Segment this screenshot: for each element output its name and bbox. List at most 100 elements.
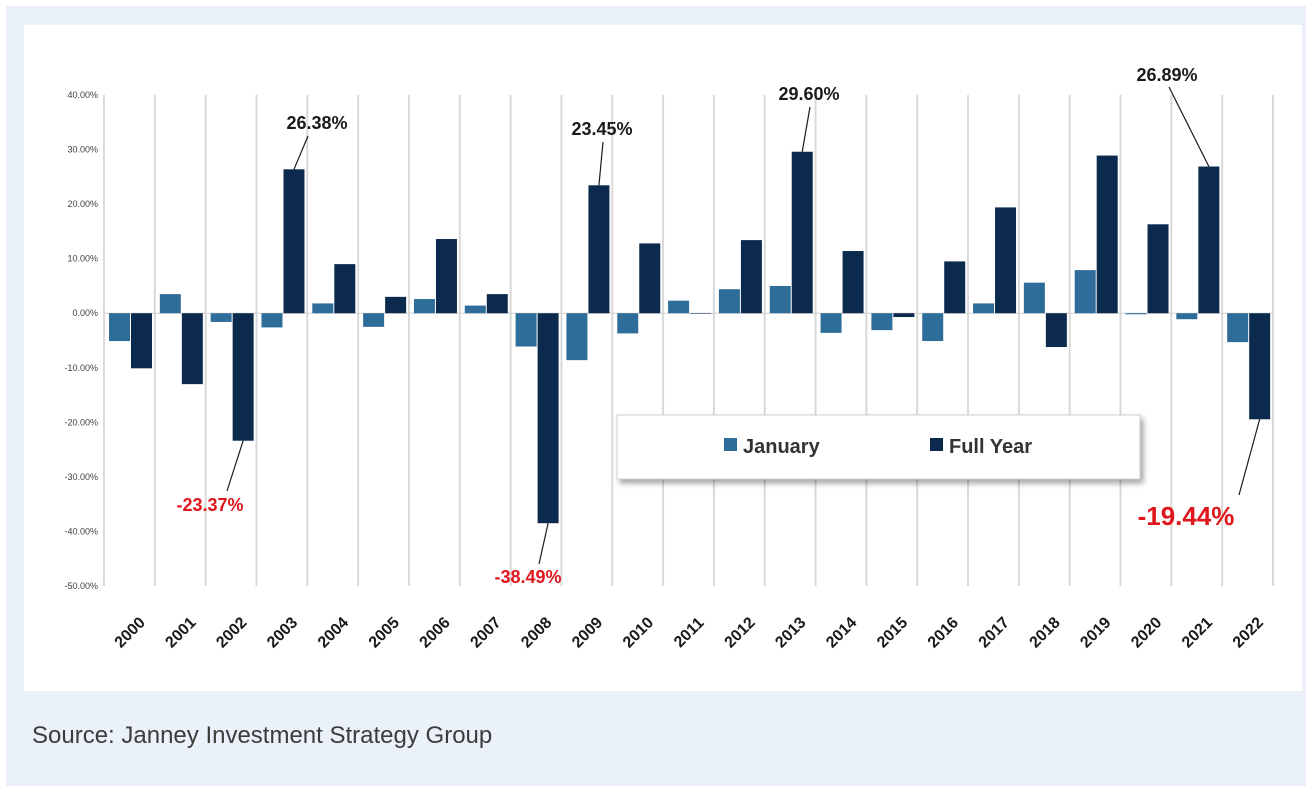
x-tick-label: 2022 <box>1230 614 1267 651</box>
legend-label-january: January <box>743 436 821 458</box>
x-tick-label: 2013 <box>772 614 809 651</box>
y-tick-label: -30.00% <box>64 472 98 482</box>
x-tick-label: 2003 <box>264 614 301 651</box>
x-tick-label: 2021 <box>1179 614 1216 651</box>
bar-full-year-2015 <box>893 313 915 318</box>
bar-january-2017 <box>973 303 995 314</box>
y-tick-label: 40.00% <box>67 90 98 100</box>
bar-full-year-2017 <box>995 207 1017 314</box>
bar-january-2020 <box>1125 313 1147 315</box>
bar-full-year-2005 <box>385 296 407 314</box>
x-tick-label: 2007 <box>467 614 504 651</box>
bar-january-2005 <box>363 313 385 327</box>
x-tick-label: 2017 <box>976 614 1013 651</box>
x-tick-label: 2012 <box>722 614 759 651</box>
legend-label-full-year: Full Year <box>949 436 1032 458</box>
annotation-leader-line <box>226 440 244 492</box>
y-tick-label: -10.00% <box>64 363 98 373</box>
x-tick-label: 2019 <box>1077 614 1114 651</box>
bar-january-2006 <box>413 299 435 314</box>
x-tick-label: 2016 <box>925 614 962 651</box>
y-tick-label: -50.00% <box>64 581 98 591</box>
x-tick-label: 2006 <box>417 614 454 651</box>
bar-full-year-2006 <box>435 239 457 314</box>
legend-swatch-full-year <box>930 438 943 451</box>
bar-full-year-2013 <box>791 151 813 314</box>
bar-full-year-2021 <box>1198 166 1220 314</box>
y-tick-label: -40.00% <box>64 526 98 536</box>
y-tick-label: 10.00% <box>67 254 98 264</box>
source-note: Source: Janney Investment Strategy Group <box>32 722 493 749</box>
x-tick-label: 2010 <box>620 614 657 651</box>
legend: January Full Year <box>616 414 1141 480</box>
bar-january-2018 <box>1023 282 1045 314</box>
bar-january-2019 <box>1074 270 1096 314</box>
bar-full-year-2002 <box>232 313 254 441</box>
bar-full-year-2018 <box>1045 313 1067 348</box>
bar-full-year-2020 <box>1147 224 1169 314</box>
annotation-leader-line <box>538 523 549 565</box>
bar-january-2001 <box>159 294 181 314</box>
bar-january-2003 <box>261 313 283 328</box>
x-tick-label: 2020 <box>1128 614 1165 651</box>
bar-january-2015 <box>871 313 893 331</box>
bar-january-2016 <box>922 313 944 342</box>
data-label-2009: 23.45% <box>571 119 632 139</box>
bar-january-2011 <box>668 300 690 314</box>
bar-full-year-2016 <box>944 261 966 314</box>
data-label-2021: 26.89% <box>1136 65 1197 85</box>
x-tick-label: 2015 <box>874 614 911 651</box>
x-tick-label: 2018 <box>1027 614 1064 651</box>
bar-full-year-2011 <box>690 313 712 314</box>
data-label-2002: -23.37% <box>176 495 243 515</box>
legend-box <box>616 414 1141 480</box>
bar-full-year-2003 <box>283 169 305 314</box>
bar-january-2000 <box>109 313 130 342</box>
x-tick-label: 2000 <box>112 614 149 651</box>
y-tick-label: 0.00% <box>72 308 98 318</box>
y-tick-label: 20.00% <box>67 199 98 209</box>
bar-full-year-2004 <box>334 264 356 314</box>
legend-swatch-january <box>724 438 737 451</box>
chart-panel: 40.00% 30.00% 20.00% 10.00% 0.00% -10.00% -20.… <box>24 25 1302 691</box>
bar-january-2013 <box>769 285 791 314</box>
bar-chart: 40.00% 30.00% 20.00% 10.00% 0.00% -10.00% -20.… <box>64 65 1274 651</box>
bar-full-year-2009 <box>588 185 610 314</box>
bar-full-year-2019 <box>1096 155 1118 314</box>
x-tick-label: 2005 <box>366 614 403 651</box>
bar-full-year-2022 <box>1249 313 1271 420</box>
bar-full-year-2001 <box>181 313 203 385</box>
bars <box>109 151 1271 524</box>
bar-january-2012 <box>718 289 740 314</box>
bar-january-2021 <box>1176 313 1198 320</box>
data-label-2022: -19.44% <box>1138 501 1235 531</box>
chart-container: 40.00% 30.00% 20.00% 10.00% 0.00% -10.00% -20.… <box>6 6 1306 786</box>
bar-january-2010 <box>617 313 639 334</box>
x-axis-labels: 2000 2001 2002 2003 2004 2005 2006 2007 2008 2009… <box>112 614 1267 651</box>
annotation-leader-line <box>801 106 811 152</box>
annotation-leader-line <box>598 141 604 186</box>
bar-full-year-2000 <box>131 313 152 369</box>
bar-january-2008 <box>515 313 537 347</box>
x-tick-label: 2011 <box>671 614 708 651</box>
bar-full-year-2010 <box>639 243 661 314</box>
data-label-2008: -38.49% <box>494 567 561 587</box>
y-tick-label: -20.00% <box>64 417 98 427</box>
bar-january-2014 <box>820 313 842 333</box>
x-tick-label: 2002 <box>213 614 250 651</box>
y-axis-ticks: 40.00% 30.00% 20.00% 10.00% 0.00% -10.00% -20.… <box>64 90 98 591</box>
annotation-leader-line <box>1238 419 1261 496</box>
x-tick-label: 2001 <box>162 614 199 651</box>
bar-january-2002 <box>210 313 232 322</box>
bar-full-year-2014 <box>842 251 864 314</box>
annotation-leader-line <box>1168 86 1210 167</box>
bar-full-year-2007 <box>486 294 508 314</box>
data-label-2013: 29.60% <box>778 84 839 104</box>
bar-january-2009 <box>566 313 588 361</box>
bar-january-2022 <box>1227 313 1249 343</box>
bar-january-2004 <box>312 303 334 314</box>
y-tick-label: 30.00% <box>67 145 98 155</box>
annotation-leader-line <box>293 135 309 170</box>
x-tick-label: 2008 <box>518 614 555 651</box>
annotations: -23.37% 26.38% -38.49% 23.45% 29.60% 26.89% -1… <box>176 65 1261 587</box>
